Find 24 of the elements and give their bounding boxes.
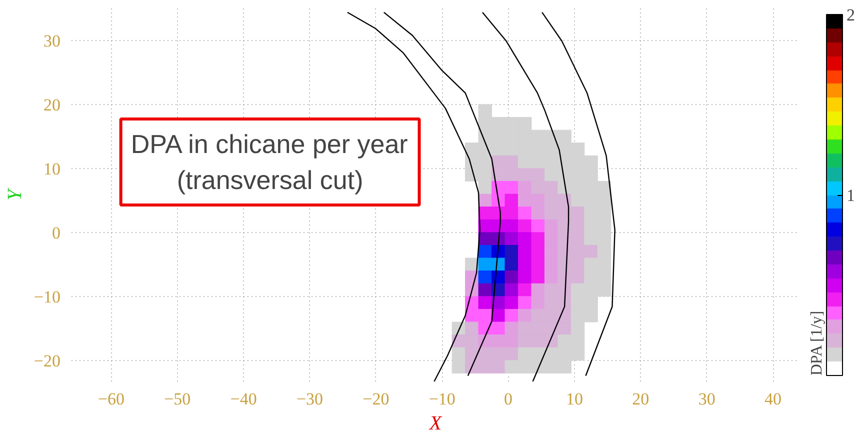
x-tick-label: −30 [296,390,324,408]
color-bar-title: DPA [1/y] [808,310,826,376]
x-tick-label: −50 [164,390,191,408]
y-tick-label: 0 [52,223,60,242]
x-axis-title: X [428,412,442,434]
y-tick-label: −20 [34,351,61,370]
color-bar-label: 2 [846,6,855,24]
y-tick-label: 10 [44,159,60,178]
x-tick-label: −20 [362,390,390,408]
y-axis-title: Y [4,188,26,201]
y-tick-label: 30 [44,31,60,50]
annotation: DPA in chicane per year (transversal cut) [130,129,408,196]
line-series [541,12,616,376]
x-tick-label: 40 [764,390,782,408]
x-tick-label: 10 [566,390,583,408]
x-tick-label: −60 [98,390,125,408]
y-tick-label: −10 [34,287,61,306]
x-tick-label: 0 [504,390,513,408]
y-tick-label: 20 [44,95,60,114]
x-tick-label: 20 [632,390,650,408]
color-bar-label: 1 [846,186,855,205]
x-tick-label: −10 [428,390,456,408]
x-tick-label: 30 [698,390,716,408]
x-tick-label: −40 [230,390,257,408]
